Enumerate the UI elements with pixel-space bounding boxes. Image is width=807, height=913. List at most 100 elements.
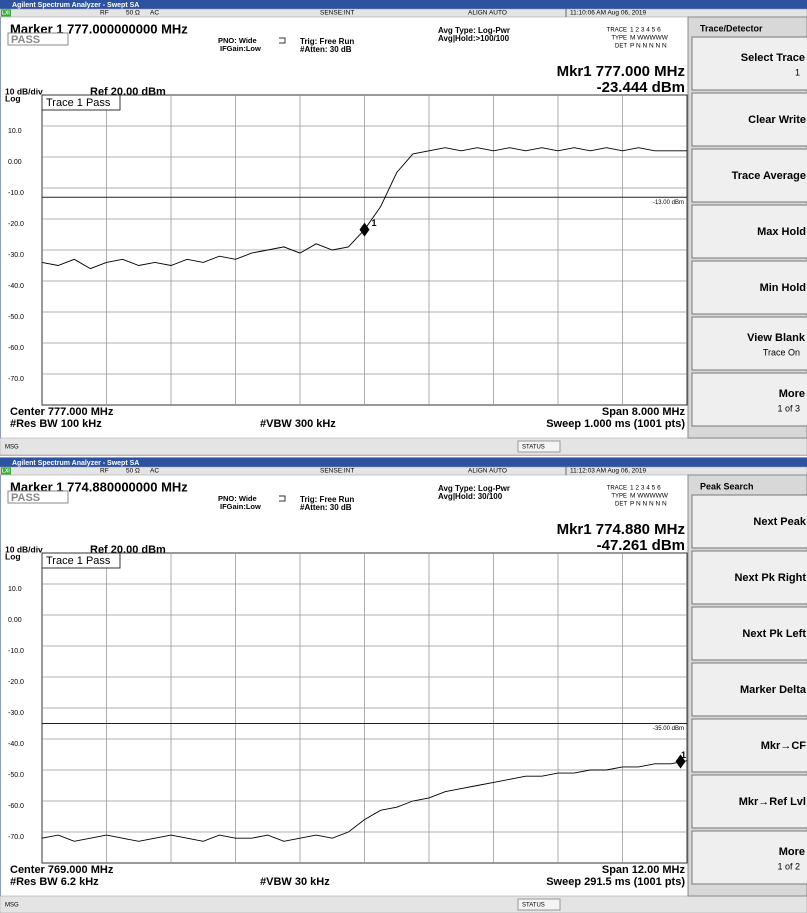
span: Span 8.000 MHz <box>602 406 686 418</box>
softkey-sublabel: 1 of 2 <box>777 861 800 871</box>
rbw: #Res BW 100 kHz <box>10 418 102 430</box>
status-row <box>0 466 807 476</box>
softkey-title: Trace/Detector <box>700 23 763 33</box>
marker-number: 1 <box>372 218 377 228</box>
y-tick-label: -70.0 <box>8 834 24 841</box>
trig: Trig: Free Run <box>300 37 354 46</box>
y-tick-label: -20.0 <box>8 679 24 686</box>
trace-row-value: P N N N N N <box>630 501 667 508</box>
align: ALIGN AUTO <box>468 10 507 17</box>
softkey[interactable] <box>691 550 807 605</box>
trace <box>41 760 688 842</box>
softkey-label: More <box>779 388 805 400</box>
trace-row-label: TRACE <box>607 486 627 492</box>
y-tick-label: 0.00 <box>8 617 22 624</box>
ifgain: IFGain:Low <box>220 44 261 53</box>
rf: RF <box>100 10 109 17</box>
pass: PASS <box>11 34 40 46</box>
log: Log <box>5 93 21 103</box>
softkey[interactable] <box>691 662 807 717</box>
softkey[interactable] <box>691 830 807 885</box>
status-row <box>0 8 807 18</box>
y-tick-label: -70.0 <box>8 376 24 383</box>
status-box <box>517 440 561 453</box>
softkey[interactable] <box>691 316 807 371</box>
softkey-label: Trace Average <box>732 170 806 182</box>
sense: SENSE:INT <box>320 468 354 475</box>
trace-row-label: DET <box>615 44 627 50</box>
rbw: #Res BW 6.2 kHz <box>10 876 99 888</box>
trace-row-label: TRACE <box>607 28 627 34</box>
softkey[interactable] <box>691 372 807 427</box>
y-tick-label: -10.0 <box>8 190 24 197</box>
softkey-label: Mkr→CF <box>761 740 807 752</box>
softkey-label: Min Hold <box>760 282 806 294</box>
limit-label: -13.00 dBm <box>653 200 684 206</box>
softkey[interactable] <box>691 92 807 147</box>
y-tick-label: 10.0 <box>8 586 22 593</box>
y-tick-label: -20.0 <box>8 221 24 228</box>
status-label: STATUS <box>522 445 545 451</box>
softkey[interactable] <box>691 718 807 773</box>
y-tick-label: -40.0 <box>8 283 24 290</box>
log: Log <box>5 551 21 561</box>
trace-row-label: TYPE <box>611 36 627 42</box>
vbw: #VBW 30 kHz <box>260 876 330 888</box>
pno-icon <box>279 37 286 44</box>
sweep: Sweep 1.000 ms (1001 pts) <box>546 418 685 430</box>
lxi-badge <box>1 9 11 17</box>
pass-box <box>7 490 69 504</box>
softkey[interactable] <box>691 260 807 315</box>
time: 11:12:03 AM Aug 06, 2019 <box>570 468 647 475</box>
trace-label-box <box>41 94 121 111</box>
ifgain: IFGain:Low <box>220 502 261 511</box>
trig: Trig: Free Run <box>300 495 354 504</box>
softkey-sublabel: Trace On <box>763 347 800 357</box>
pass-box <box>7 32 69 46</box>
softkey[interactable] <box>691 606 807 661</box>
pass: PASS <box>11 492 40 504</box>
softkey-sublabel: 1 <box>795 67 800 77</box>
softkey-label: Max Hold <box>757 226 806 238</box>
marker-diamond <box>359 222 370 237</box>
y-tick-label: -50.0 <box>8 314 24 321</box>
trace-label-box <box>41 552 121 569</box>
marker-diamond <box>675 754 686 769</box>
softkey[interactable] <box>691 494 807 549</box>
softkey-label: Marker Delta <box>740 684 807 696</box>
msg-strip <box>0 895 807 913</box>
marker-number: 1 <box>681 750 686 760</box>
y-tick-label: -60.0 <box>8 345 24 352</box>
avg-type: Avg Type: Log-Pwr <box>438 484 510 493</box>
pno: PNO: Wide <box>218 494 257 503</box>
status-box <box>517 898 561 911</box>
msg-strip <box>0 437 807 456</box>
softkey-sublabel: 1 of 3 <box>777 403 800 413</box>
align: ALIGN AUTO <box>468 468 507 475</box>
mkr-level: -47.261 dBm <box>597 537 685 554</box>
impedance: 50 Ω <box>126 10 140 17</box>
trace-row-value: M WWWWW <box>630 35 669 42</box>
softkey[interactable] <box>691 204 807 259</box>
softkey-label: Mkr→Ref Lvl <box>739 796 806 808</box>
center: Center 769.000 MHz <box>10 864 114 876</box>
softkey[interactable] <box>691 774 807 829</box>
lxi-badge <box>1 467 11 475</box>
limit-label: -35.00 dBm <box>653 726 684 732</box>
mkr-freq: Mkr1 774.880 MHz <box>557 521 685 538</box>
impedance: 50 Ω <box>126 468 140 475</box>
softkey-label: Clear Write <box>748 114 806 126</box>
mkr-level: -23.444 dBm <box>597 79 685 96</box>
y-tick-label: -10.0 <box>8 648 24 655</box>
app-title: Agilent Spectrum Analyzer - Swept SA <box>12 460 139 467</box>
softkey[interactable] <box>691 36 807 91</box>
avg-hold: Avg|Hold: 30/100 <box>438 492 503 501</box>
atten: #Atten: 30 dB <box>300 503 352 512</box>
time: 11:10:06 AM Aug 06, 2019 <box>570 10 647 17</box>
y-tick-label: 0.00 <box>8 159 22 166</box>
y-tick-label: -50.0 <box>8 772 24 779</box>
trace-row-value: 1 2 3 4 5 6 <box>630 485 661 492</box>
status-label: STATUS <box>522 903 545 909</box>
softkey[interactable] <box>691 148 807 203</box>
